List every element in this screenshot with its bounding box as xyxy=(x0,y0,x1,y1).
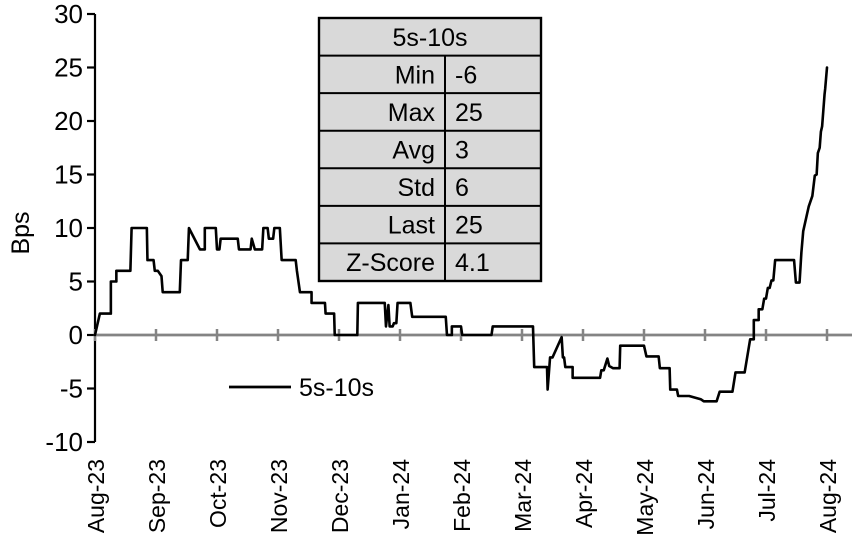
svg-text:10: 10 xyxy=(54,213,83,243)
svg-text:Nov-23: Nov-23 xyxy=(266,459,292,533)
svg-text:Last: Last xyxy=(388,212,435,240)
svg-text:25: 25 xyxy=(455,212,483,240)
svg-text:-6: -6 xyxy=(455,61,477,89)
svg-text:Aug-24: Aug-24 xyxy=(815,459,841,533)
svg-text:3: 3 xyxy=(455,137,469,165)
svg-text:Min: Min xyxy=(395,61,435,89)
svg-text:30: 30 xyxy=(54,0,83,29)
svg-text:Dec-23: Dec-23 xyxy=(327,459,353,533)
svg-text:Sep-23: Sep-23 xyxy=(144,459,170,533)
svg-text:Jul-24: Jul-24 xyxy=(754,459,780,522)
svg-text:5s-10s: 5s-10s xyxy=(299,374,374,402)
svg-text:Z-Score: Z-Score xyxy=(346,249,435,277)
svg-text:0: 0 xyxy=(69,320,83,350)
svg-text:5s-10s: 5s-10s xyxy=(392,24,467,52)
svg-text:6: 6 xyxy=(455,174,469,202)
svg-text:20: 20 xyxy=(54,106,83,136)
svg-text:25: 25 xyxy=(455,99,483,127)
svg-text:15: 15 xyxy=(54,160,83,190)
svg-text:Feb-24: Feb-24 xyxy=(449,459,475,532)
svg-text:Aug-23: Aug-23 xyxy=(83,459,109,533)
svg-text:Mar-24: Mar-24 xyxy=(510,459,536,532)
svg-text:Oct-23: Oct-23 xyxy=(205,459,231,528)
svg-text:Jan-24: Jan-24 xyxy=(388,459,414,530)
svg-text:Jun-24: Jun-24 xyxy=(693,459,719,530)
svg-text:4.1: 4.1 xyxy=(455,249,490,277)
svg-text:Avg: Avg xyxy=(392,137,435,165)
svg-text:Bps: Bps xyxy=(7,211,35,254)
svg-text:5: 5 xyxy=(69,267,83,297)
svg-text:25: 25 xyxy=(54,53,83,83)
svg-text:-5: -5 xyxy=(60,374,83,404)
svg-text:-10: -10 xyxy=(45,427,83,457)
svg-text:Std: Std xyxy=(397,174,435,202)
svg-text:Apr-24: Apr-24 xyxy=(571,459,597,528)
svg-text:May-24: May-24 xyxy=(632,459,658,536)
svg-text:Max: Max xyxy=(388,99,436,127)
